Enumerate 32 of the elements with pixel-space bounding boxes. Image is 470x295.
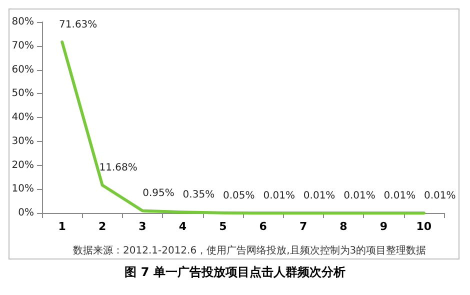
text: 图 7 单一广告投放项目点击人群频次分析 <box>124 265 346 279</box>
x-tick-label: 1 <box>58 220 66 233</box>
x-tick-label: 6 <box>259 220 268 233</box>
y-tick-label: 50% <box>12 88 34 100</box>
data-label: 0.05% <box>223 190 255 202</box>
data-label: 0.01% <box>263 190 295 202</box>
x-tick-label: 2 <box>98 220 106 233</box>
y-tick-label: 70% <box>12 40 34 52</box>
x-tick-label: 10 <box>416 220 432 233</box>
data-label: 71.63% <box>59 19 98 30</box>
x-tick-label: 5 <box>219 220 227 233</box>
x-tick-label: 7 <box>299 220 308 233</box>
data-label: 0.01% <box>424 190 456 202</box>
source-note: 数据来源：2012.1-2012.6，使用广告网络投放,且频次控制为3的项目整理数据 <box>73 244 426 256</box>
y-tick-label: 30% <box>12 136 34 147</box>
data-label: 0.01% <box>384 190 416 202</box>
x-tick-label: 9 <box>380 220 388 233</box>
data-label: 0.95% <box>142 188 174 200</box>
x-tick-label: 8 <box>340 220 348 233</box>
y-tick-label: 10% <box>12 184 34 195</box>
line-series <box>60 40 426 214</box>
x-tick-label: 3 <box>138 220 146 233</box>
x-tick-label: 4 <box>178 220 187 233</box>
data-label: 11.68% <box>99 162 138 174</box>
y-tick-label: 60% <box>12 64 34 76</box>
y-tick-label: 40% <box>12 112 34 123</box>
data-label: 0.35% <box>182 190 215 201</box>
data-label: 0.01% <box>344 190 376 202</box>
y-tick-label: 80% <box>12 16 34 28</box>
y-tick-label: 20% <box>12 160 34 171</box>
y-tick-label: 0% <box>18 208 34 218</box>
data-label: 0.01% <box>303 190 336 202</box>
